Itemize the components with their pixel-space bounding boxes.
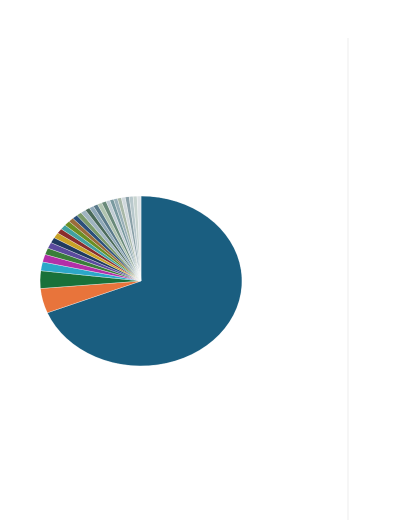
pie-slice (136, 195, 142, 282)
pie-slice (47, 195, 243, 367)
